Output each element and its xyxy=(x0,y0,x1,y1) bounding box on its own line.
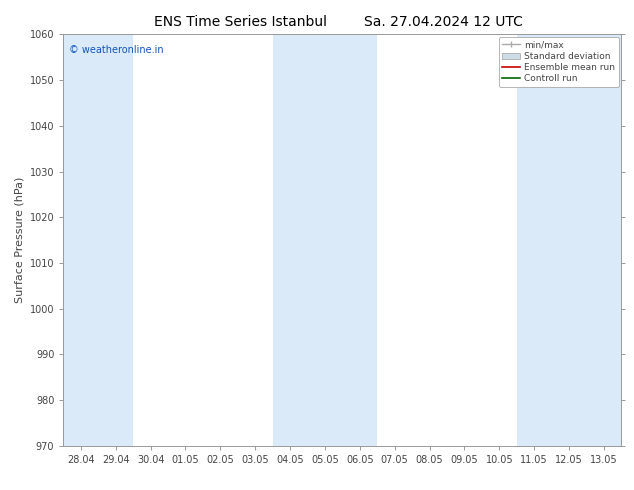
Bar xyxy=(273,34,307,446)
Text: Sa. 27.04.2024 12 UTC: Sa. 27.04.2024 12 UTC xyxy=(365,15,523,29)
Bar xyxy=(63,34,98,446)
Legend: min/max, Standard deviation, Ensemble mean run, Controll run: min/max, Standard deviation, Ensemble me… xyxy=(499,37,619,87)
Bar xyxy=(517,34,552,446)
Bar xyxy=(342,34,377,446)
Bar xyxy=(586,34,621,446)
Y-axis label: Surface Pressure (hPa): Surface Pressure (hPa) xyxy=(14,177,24,303)
Bar xyxy=(98,34,133,446)
Text: ENS Time Series Istanbul: ENS Time Series Istanbul xyxy=(155,15,327,29)
Bar xyxy=(552,34,586,446)
Text: © weatheronline.in: © weatheronline.in xyxy=(69,45,164,54)
Bar xyxy=(307,34,342,446)
